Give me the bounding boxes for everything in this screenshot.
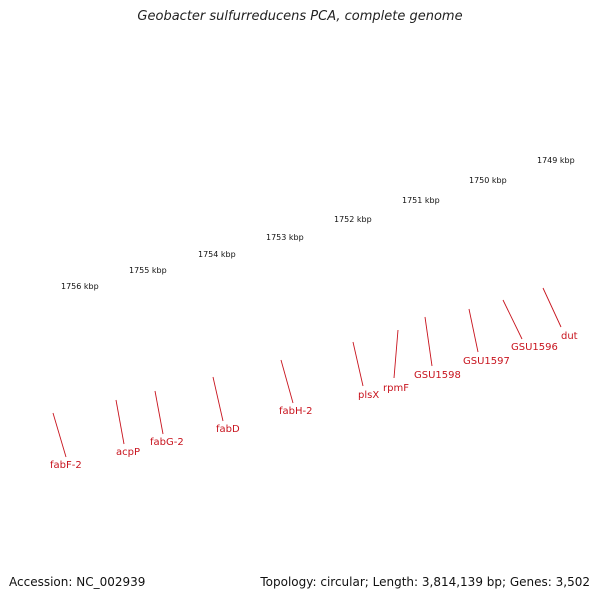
gene-labels: dut GSU1596 GSU1597 GSU1598 rpmF plsX fa… [50, 331, 578, 471]
leader-line [352, 341, 364, 387]
topology-summary: Topology: circular; Length: 3,814,139 bp… [260, 575, 590, 589]
gene-label-gsu1598: GSU1598 [414, 370, 461, 381]
label-leaders [52, 287, 562, 458]
leader-line [468, 308, 479, 353]
leader-line [502, 299, 523, 340]
leader-line [424, 316, 433, 367]
gene-label-fabd: fabD [216, 424, 240, 435]
leader-line [393, 329, 399, 379]
gene-label-fabf-2: fabF-2 [50, 460, 82, 471]
gene-label-rpmf: rpmF [383, 383, 409, 394]
gene-label-gsu1597: GSU1597 [463, 356, 510, 367]
leader-line [542, 287, 562, 328]
scale-label: 1751 kbp [402, 196, 440, 205]
gene-label-fabh-2: fabH-2 [279, 406, 313, 417]
leader-line [280, 359, 294, 404]
gene-label-plsx: plsX [358, 390, 379, 401]
leader-line [115, 399, 125, 445]
scale-label: 1754 kbp [198, 250, 236, 259]
leader-line [212, 376, 224, 422]
scale-label: 1749 kbp [537, 156, 575, 165]
scale-labels: 1749 kbp 1750 kbp 1751 kbp 1752 kbp 1753… [61, 156, 575, 291]
leader-line [52, 412, 67, 458]
scale-label: 1752 kbp [334, 215, 372, 224]
map-title: Geobacter sulfurreducens PCA, complete g… [137, 9, 463, 24]
gene-label-dut: dut [561, 331, 578, 342]
scale-label: 1755 kbp [129, 266, 167, 275]
scale-label: 1753 kbp [266, 233, 304, 242]
gene-label-acpp: acpP [116, 447, 140, 458]
scale-label: 1750 kbp [469, 176, 507, 185]
scale-label: 1756 kbp [61, 282, 99, 291]
leader-line [154, 390, 164, 435]
gene-label-fabg-2: fabG-2 [150, 437, 184, 448]
accession-text: Accession: NC_002939 [9, 575, 146, 589]
gene-label-gsu1596: GSU1596 [511, 342, 558, 353]
